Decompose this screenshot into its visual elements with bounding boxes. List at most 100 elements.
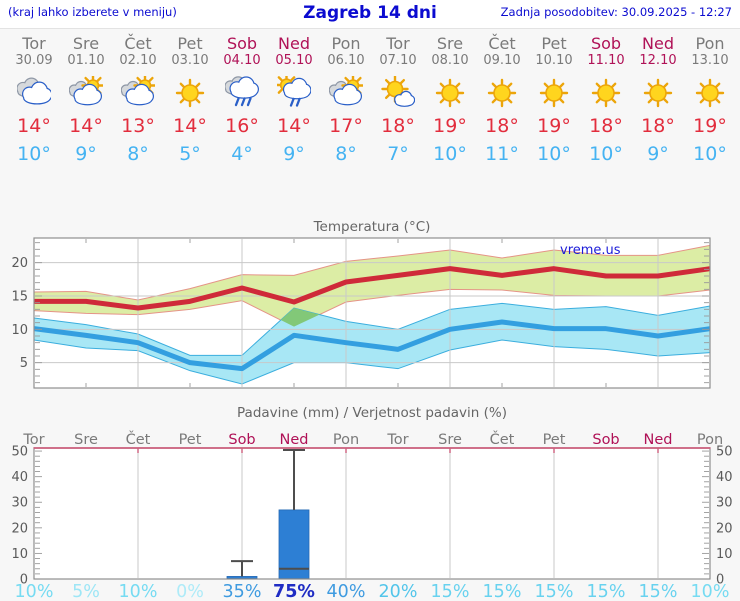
band-edge — [33, 339, 711, 385]
precip-probability-label: 15% — [587, 582, 626, 601]
weather-icon-box — [641, 76, 675, 110]
day-date-label: 01.10 — [67, 53, 105, 68]
precip-probability-label: 5% — [72, 582, 100, 601]
day-name-label: Čet — [488, 34, 516, 53]
day-name-label: Čet — [124, 34, 152, 53]
partly-cloudy-icon — [68, 73, 105, 106]
precip-day-label: Ned — [280, 432, 309, 448]
low-temp-value: 9° — [647, 143, 669, 165]
low-temp-value: 10° — [589, 143, 623, 165]
sun-ray — [439, 82, 445, 88]
day-name-label: Pon — [331, 34, 361, 53]
cloud-fill — [24, 92, 50, 104]
precip-day-label: Sre — [438, 432, 462, 448]
band-edge — [33, 244, 711, 301]
low-temp-value: 9° — [75, 143, 97, 165]
y-axis-label-left: 30 — [11, 496, 28, 511]
sunny-icon — [695, 78, 725, 108]
sun-ray — [399, 78, 406, 85]
high-temp-value: 14° — [173, 115, 207, 137]
weather-icon-box — [589, 76, 623, 110]
cloud-fill — [396, 98, 413, 106]
sun-disc — [597, 84, 615, 102]
temperature-chart: Temperatura (°C) 5 10 15 20 vreme.us — [11, 219, 711, 389]
forecast-day-column: Čet 09.10 18° 11° — [476, 35, 528, 168]
sun-ray — [663, 82, 669, 88]
day-name-label: Sob — [226, 34, 258, 53]
weather-icon-box — [16, 76, 53, 110]
low-temp-value: 10° — [433, 143, 467, 165]
precip-probability-label: 75% — [273, 582, 315, 601]
sunny-icon — [539, 78, 569, 108]
sun-disc — [181, 84, 199, 102]
sun-ray — [647, 82, 653, 88]
precip-day-label: Sob — [228, 432, 255, 448]
day-date-label: 02.10 — [119, 53, 157, 68]
sun-ray — [136, 76, 142, 83]
precip-day-label: Čet — [126, 430, 151, 448]
min-temp-line — [33, 319, 711, 372]
low-temp-value: 9° — [283, 143, 305, 165]
forecast-day-column: Pon 06.10 17° 8° — [320, 35, 372, 168]
forecast-main: Tor 30.09 14° 10° Sre 01.10 14° 9° Čet 02.10 13° 8°… — [0, 28, 740, 601]
low-temp-value: 10° — [537, 143, 571, 165]
y-axis-label-left: 20 — [11, 521, 28, 536]
sun-ray — [179, 98, 185, 104]
low-temp-value: 8° — [127, 143, 149, 165]
low-temp-value: 10° — [17, 143, 51, 165]
low-temp-value: 11° — [485, 143, 519, 165]
high-temp-value: 14° — [69, 115, 103, 137]
weather-icon-box — [224, 76, 259, 110]
day-name-label: Pon — [695, 34, 725, 53]
day-name-label: Pet — [541, 34, 567, 53]
day-date-label: 12.10 — [639, 53, 677, 68]
high-temp-value: 18° — [381, 115, 415, 137]
y-axis-label: 10 — [11, 323, 28, 338]
day-name-label: Tor — [386, 34, 410, 53]
precip-day-label: Tor — [22, 432, 44, 448]
max-temp-line — [34, 266, 711, 311]
forecast-day-column: Sre 08.10 19° 10° — [424, 35, 476, 168]
cloudy-icon — [16, 77, 53, 105]
precip-day-label: Pet — [543, 432, 566, 448]
day-date-label: 07.10 — [379, 53, 417, 68]
high-temp-value: 14° — [17, 115, 51, 137]
sun-ray — [491, 82, 497, 88]
precip-probability-label: 10% — [119, 582, 158, 601]
rain-streak — [246, 97, 252, 107]
sun-ray — [356, 76, 362, 83]
day-date-label: 30.09 — [15, 53, 53, 68]
y-axis-label-right: 30 — [716, 496, 733, 511]
precip-day-label: Pon — [333, 432, 359, 448]
y-axis-label-left: 40 — [11, 470, 28, 485]
temperature-chart-title: Temperatura (°C) — [313, 219, 431, 235]
sun-disc — [493, 84, 511, 102]
day-date-label: 13.10 — [691, 53, 729, 68]
sun-ray — [84, 76, 90, 83]
sun-ray — [96, 76, 102, 83]
low-temp-value: 4° — [231, 143, 253, 165]
sun-ray — [559, 98, 565, 104]
sun-ray — [277, 76, 283, 82]
day-date-label: 04.10 — [223, 53, 261, 68]
sun-ray — [715, 98, 721, 104]
weather-icon-box — [693, 76, 727, 110]
sun-ray — [699, 98, 705, 104]
day-name-label: Pet — [177, 34, 203, 53]
precip-probability-label: 15% — [639, 582, 678, 601]
rain-streak — [295, 97, 301, 107]
high-temp-value: 19° — [693, 115, 727, 137]
y-axis-label: 15 — [11, 290, 28, 305]
high-temp-value: 14° — [277, 115, 311, 137]
y-axis-label-right: 20 — [716, 521, 733, 536]
high-temp-value: 19° — [537, 115, 571, 137]
sun-disc — [386, 80, 404, 98]
sun-ray — [179, 82, 185, 88]
watermark-text: vreme.us — [560, 243, 621, 258]
sun-ray — [663, 98, 669, 104]
weather-icon-box — [120, 73, 157, 110]
forecast-day-column: Sre 01.10 14° 9° — [60, 35, 112, 168]
uncertainty-band — [34, 245, 710, 327]
plot-border — [33, 237, 711, 389]
